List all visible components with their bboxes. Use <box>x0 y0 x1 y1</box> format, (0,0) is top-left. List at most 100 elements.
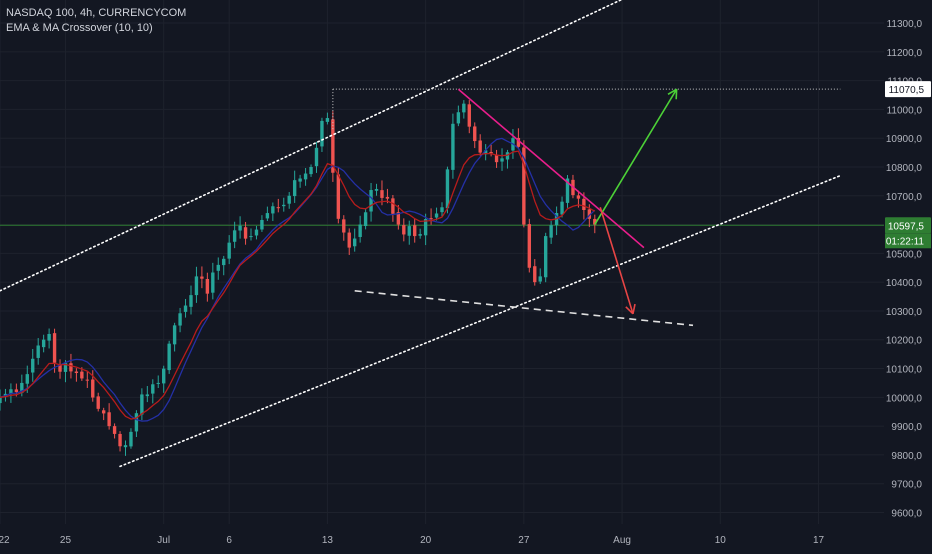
candle-body <box>69 363 72 371</box>
time-tick-label: Jul <box>157 535 170 546</box>
candle-body <box>178 313 181 325</box>
candle-body <box>386 197 389 199</box>
price-tick-label: 10400,0 <box>886 278 923 289</box>
candle-body <box>107 412 110 426</box>
candle-body <box>337 174 340 218</box>
candle-body <box>75 372 78 373</box>
candle-body <box>42 340 45 347</box>
countdown-text: 01:22:11 <box>886 236 925 247</box>
candle-body <box>222 259 225 265</box>
candle-body <box>375 189 378 191</box>
candle-body <box>364 212 367 226</box>
candle-body <box>189 295 192 307</box>
candle-body <box>118 434 121 446</box>
candle-body <box>167 344 170 370</box>
price-axis[interactable]: 9600,09700,09800,09900,010000,010100,010… <box>884 0 932 550</box>
candle-body <box>544 236 547 277</box>
candle-body <box>528 224 531 268</box>
candle-body <box>549 225 552 237</box>
candle-body <box>113 426 116 434</box>
candle-body <box>435 213 438 217</box>
candle-body <box>369 190 372 211</box>
candle-body <box>146 394 149 396</box>
candle-body <box>26 374 29 384</box>
candle-body <box>402 225 405 234</box>
candle-body <box>244 227 247 238</box>
price-tick-label: 9700,0 <box>891 480 922 491</box>
candle-body <box>342 219 345 232</box>
candle-body <box>539 276 542 281</box>
candle-body <box>157 383 160 384</box>
candle-body <box>451 124 454 170</box>
symbol-title[interactable]: NASDAQ 100, 4h, CURRENCYCOM <box>6 6 186 21</box>
candle-body <box>418 234 421 236</box>
price-tick-label: 10800,0 <box>886 163 923 174</box>
candle-body <box>129 432 132 447</box>
time-tick-label: 22 <box>0 535 10 546</box>
time-tick-label: 17 <box>813 535 825 546</box>
candle-body <box>326 118 329 122</box>
candle-body <box>462 104 465 113</box>
indicator-title[interactable]: EMA & MA Crossover (10, 10) <box>6 21 186 36</box>
candle-body <box>468 104 471 126</box>
candle-body <box>47 334 50 341</box>
time-axis-bg <box>0 524 932 550</box>
candle-body <box>97 396 100 408</box>
candle-body <box>380 190 383 198</box>
candle-body <box>582 199 585 210</box>
price-tick-label: 10300,0 <box>886 307 923 318</box>
candle-body <box>500 158 503 161</box>
candle-body <box>577 195 580 198</box>
candle-body <box>446 169 449 208</box>
candle-body <box>479 140 482 152</box>
time-tick-label: 13 <box>322 535 334 546</box>
candle-body <box>533 266 536 282</box>
candle-body <box>309 167 312 174</box>
price-tick-label: 11200,0 <box>887 48 923 59</box>
candle-body <box>238 226 241 231</box>
price-tick-label: 11300,0 <box>887 19 923 30</box>
candle-body <box>249 236 252 237</box>
candle-body <box>358 225 361 237</box>
price-tick-label: 10500,0 <box>886 249 923 260</box>
price-tick-label: 9600,0 <box>891 508 922 519</box>
price-tick-label: 10900,0 <box>886 134 923 145</box>
candle-body <box>151 384 154 393</box>
candle-body <box>15 389 18 392</box>
candle-body <box>37 345 40 357</box>
candle-body <box>298 179 301 182</box>
candle-body <box>353 239 356 247</box>
price-tick-label: 9900,0 <box>891 422 922 433</box>
time-tick-label: 20 <box>420 535 432 546</box>
candle-body <box>102 410 105 413</box>
price-tick-label: 10000,0 <box>886 393 923 404</box>
candle-body <box>440 207 443 212</box>
candle-body <box>266 213 269 218</box>
candle-body <box>200 277 203 279</box>
candle-body <box>457 112 460 123</box>
time-tick-label: 27 <box>518 535 530 546</box>
candle-body <box>560 202 563 215</box>
candle-body <box>206 279 209 294</box>
price-tick-label: 10200,0 <box>886 336 923 347</box>
candle-body <box>135 413 138 431</box>
candle-body <box>271 206 274 213</box>
time-tick-label: 25 <box>60 535 72 546</box>
candle-body <box>304 174 307 180</box>
time-tick-label: 10 <box>715 535 727 546</box>
candle-body <box>124 445 127 447</box>
candle-body <box>288 196 291 204</box>
candle-body <box>140 394 143 414</box>
candle-body <box>293 180 296 196</box>
candle-body <box>320 121 323 146</box>
candle-body <box>413 225 416 236</box>
chart-legend: NASDAQ 100, 4h, CURRENCYCOM EMA & MA Cro… <box>6 6 186 36</box>
candle-body <box>184 306 187 312</box>
price-tick-label: 11000,0 <box>887 105 923 116</box>
price-label-text: 11070,5 <box>889 85 925 96</box>
candle-body <box>53 333 56 363</box>
candle-body <box>348 233 351 248</box>
